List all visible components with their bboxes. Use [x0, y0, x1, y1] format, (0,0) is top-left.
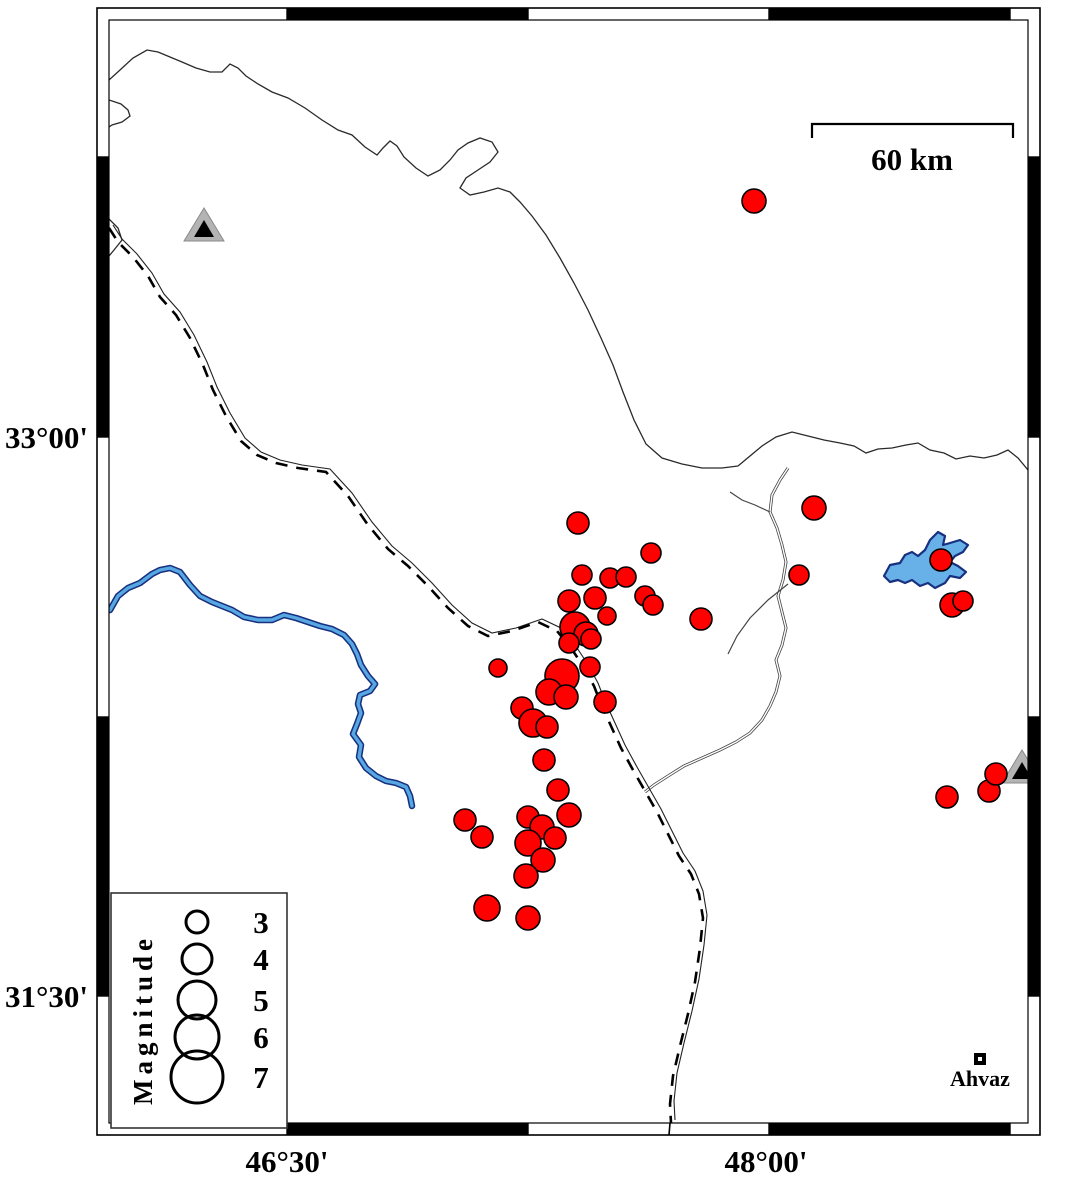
border-companion-line [112, 224, 708, 1121]
epicenter-dot [579, 656, 601, 678]
epicenter-dot [935, 785, 959, 809]
epicenter-dot [583, 586, 607, 610]
city-marker-ahvaz: Ahvaz [950, 1053, 1010, 1091]
legend-magnitude-label: 3 [253, 905, 269, 940]
stations-layer [183, 207, 1028, 784]
epicenter-dot [543, 826, 567, 850]
border-frame-crossing [668, 1122, 671, 1136]
station-triangle [183, 207, 225, 242]
epicenter-dot [546, 778, 570, 802]
epicenter-dot [615, 566, 637, 588]
epicenter-dot [566, 511, 590, 535]
epicenter-dot [535, 715, 559, 739]
legend-items: 34 56 7 [169, 905, 269, 1105]
axis-label-lat-3130: 31°30' [5, 979, 88, 1014]
axis-label-lon-4800: 48°00' [724, 1144, 807, 1177]
frame-band [287, 8, 528, 20]
epicenter-dot [741, 188, 767, 214]
legend-title: Magnitude [128, 934, 158, 1105]
epicenter-dot [689, 607, 713, 631]
scale-bar-label: 60 km [871, 142, 953, 177]
epicenter-dot [593, 690, 617, 714]
legend-circle-mag-4 [180, 942, 214, 976]
epicenter-dot [801, 495, 827, 521]
epicenter-dot [597, 606, 617, 626]
epicenter-dot [556, 802, 582, 828]
scale-bar-bracket [810, 122, 1015, 138]
epicenter-dot [558, 632, 580, 654]
station-triangle [1001, 749, 1028, 784]
legend-circle-mag-6 [173, 1013, 221, 1061]
axis-label-lon-4630: 46°30' [245, 1144, 328, 1177]
legend-circle-mag-7 [169, 1049, 225, 1105]
frame-ticks [97, 8, 1040, 1135]
map-frame [96, 7, 1041, 1136]
coastline-left-inlet-1 [109, 99, 131, 128]
epicenter-dot [473, 894, 501, 922]
epicenter-dot [640, 542, 662, 564]
epicenter-dot [580, 628, 602, 650]
epicenter-dot [952, 590, 974, 612]
epicenter-dot [571, 564, 593, 586]
city-label-ahvaz: Ahvaz [950, 1066, 1010, 1091]
legend-circle-mag-5 [176, 979, 218, 1021]
epicenter-dot [642, 594, 664, 616]
station-triangle-inner [194, 220, 214, 237]
legend-magnitude-label: 7 [253, 1060, 269, 1095]
epicenter-dot [984, 762, 1008, 786]
frame-band [97, 717, 109, 996]
frame-band [1028, 717, 1040, 996]
frame-band [1028, 157, 1040, 437]
legend-magnitude-label: 4 [253, 942, 269, 977]
epicenter-dot [557, 589, 581, 613]
axis-labels: 33°00' 31°30' 46°30' 48°00' [5, 420, 808, 1177]
epicenter-dot [553, 684, 579, 710]
magnitude-legend: Magnitude 34 56 7 [110, 892, 288, 1129]
epicenter-dot [513, 863, 539, 889]
epicenter-dot [514, 829, 542, 857]
river-west [109, 564, 416, 810]
epicenter-dot [532, 748, 556, 772]
frame-inner [108, 19, 1029, 1124]
coastline-left-inlet-2 [109, 218, 123, 257]
frame-outer [96, 7, 1041, 1136]
scale-bar: 60 km [810, 122, 1015, 177]
coastline-northeast [737, 431, 1028, 471]
epicenter-dot [929, 548, 953, 572]
lake [882, 530, 970, 590]
epicenters-layer [453, 188, 1008, 931]
frame-band [769, 8, 1010, 20]
legend-magnitude-label: 6 [253, 1020, 269, 1055]
coastline-northwest [109, 49, 739, 469]
map-content: 60 km Ahvaz [109, 49, 1028, 1123]
axis-label-lat-33: 33°00' [5, 420, 88, 455]
frame-band [97, 157, 109, 437]
legend-magnitude-label: 5 [253, 983, 269, 1018]
epicenter-dot [470, 825, 494, 849]
epicenter-dot [788, 564, 810, 586]
city-square-icon-center [978, 1057, 982, 1061]
epicenter-dot [488, 658, 508, 678]
epicenter-dot [530, 847, 556, 873]
river-spur [727, 491, 789, 655]
station-triangle-inner [1012, 762, 1028, 779]
frame-band [769, 1123, 1010, 1135]
legend-circle-mag-3 [184, 909, 210, 935]
frame-band [287, 1123, 528, 1135]
epicenter-dot [515, 905, 541, 931]
epicenter-dot [453, 808, 477, 832]
river-channel-east [644, 467, 790, 794]
